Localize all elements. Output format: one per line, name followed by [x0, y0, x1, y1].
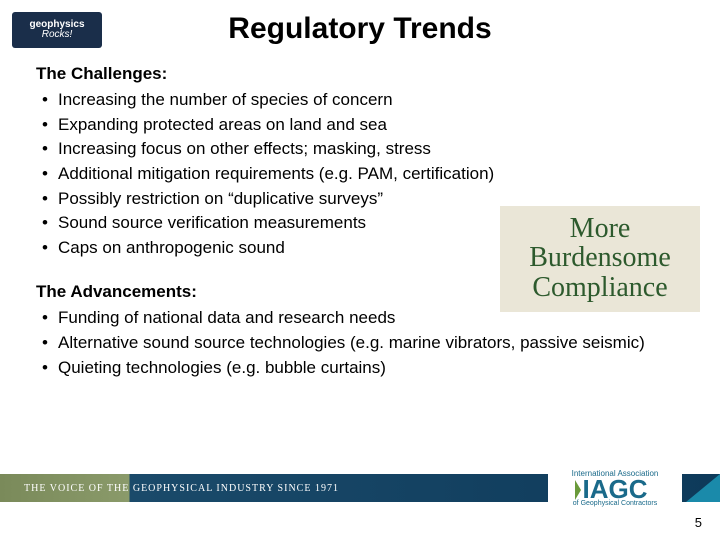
challenges-heading: The Challenges:: [36, 64, 684, 84]
brand-logo-top: geophysics Rocks!: [12, 12, 102, 48]
callout-line3: Compliance: [506, 273, 694, 302]
list-item: Increasing focus on other effects; maski…: [36, 137, 684, 162]
footer-logo-main: IAGC: [583, 478, 648, 501]
slide-title: Regulatory Trends: [0, 0, 720, 46]
advancements-list: Funding of national data and research ne…: [36, 306, 684, 380]
page-number: 5: [695, 515, 702, 530]
list-item: Increasing the number of species of conc…: [36, 88, 684, 113]
callout-box: More Burdensome Compliance: [500, 206, 700, 312]
list-item: Quieting technologies (e.g. bubble curta…: [36, 356, 684, 381]
callout-line2: Burdensome: [506, 243, 694, 272]
accent-triangle-icon: [686, 474, 720, 502]
list-item: Expanding protected areas on land and se…: [36, 113, 684, 138]
callout-line1: More: [506, 214, 694, 243]
content-area: The Challenges: Increasing the number of…: [0, 46, 720, 380]
logo-line2: Rocks!: [42, 30, 73, 40]
list-item: Alternative sound source technologies (e…: [36, 331, 684, 356]
footer-org-logo: International Association IAGC of Geophy…: [550, 458, 680, 518]
footer-tagline: THE VOICE OF THE GEOPHYSICAL INDUSTRY SI…: [0, 483, 339, 494]
list-item: Additional mitigation requirements (e.g.…: [36, 162, 684, 187]
